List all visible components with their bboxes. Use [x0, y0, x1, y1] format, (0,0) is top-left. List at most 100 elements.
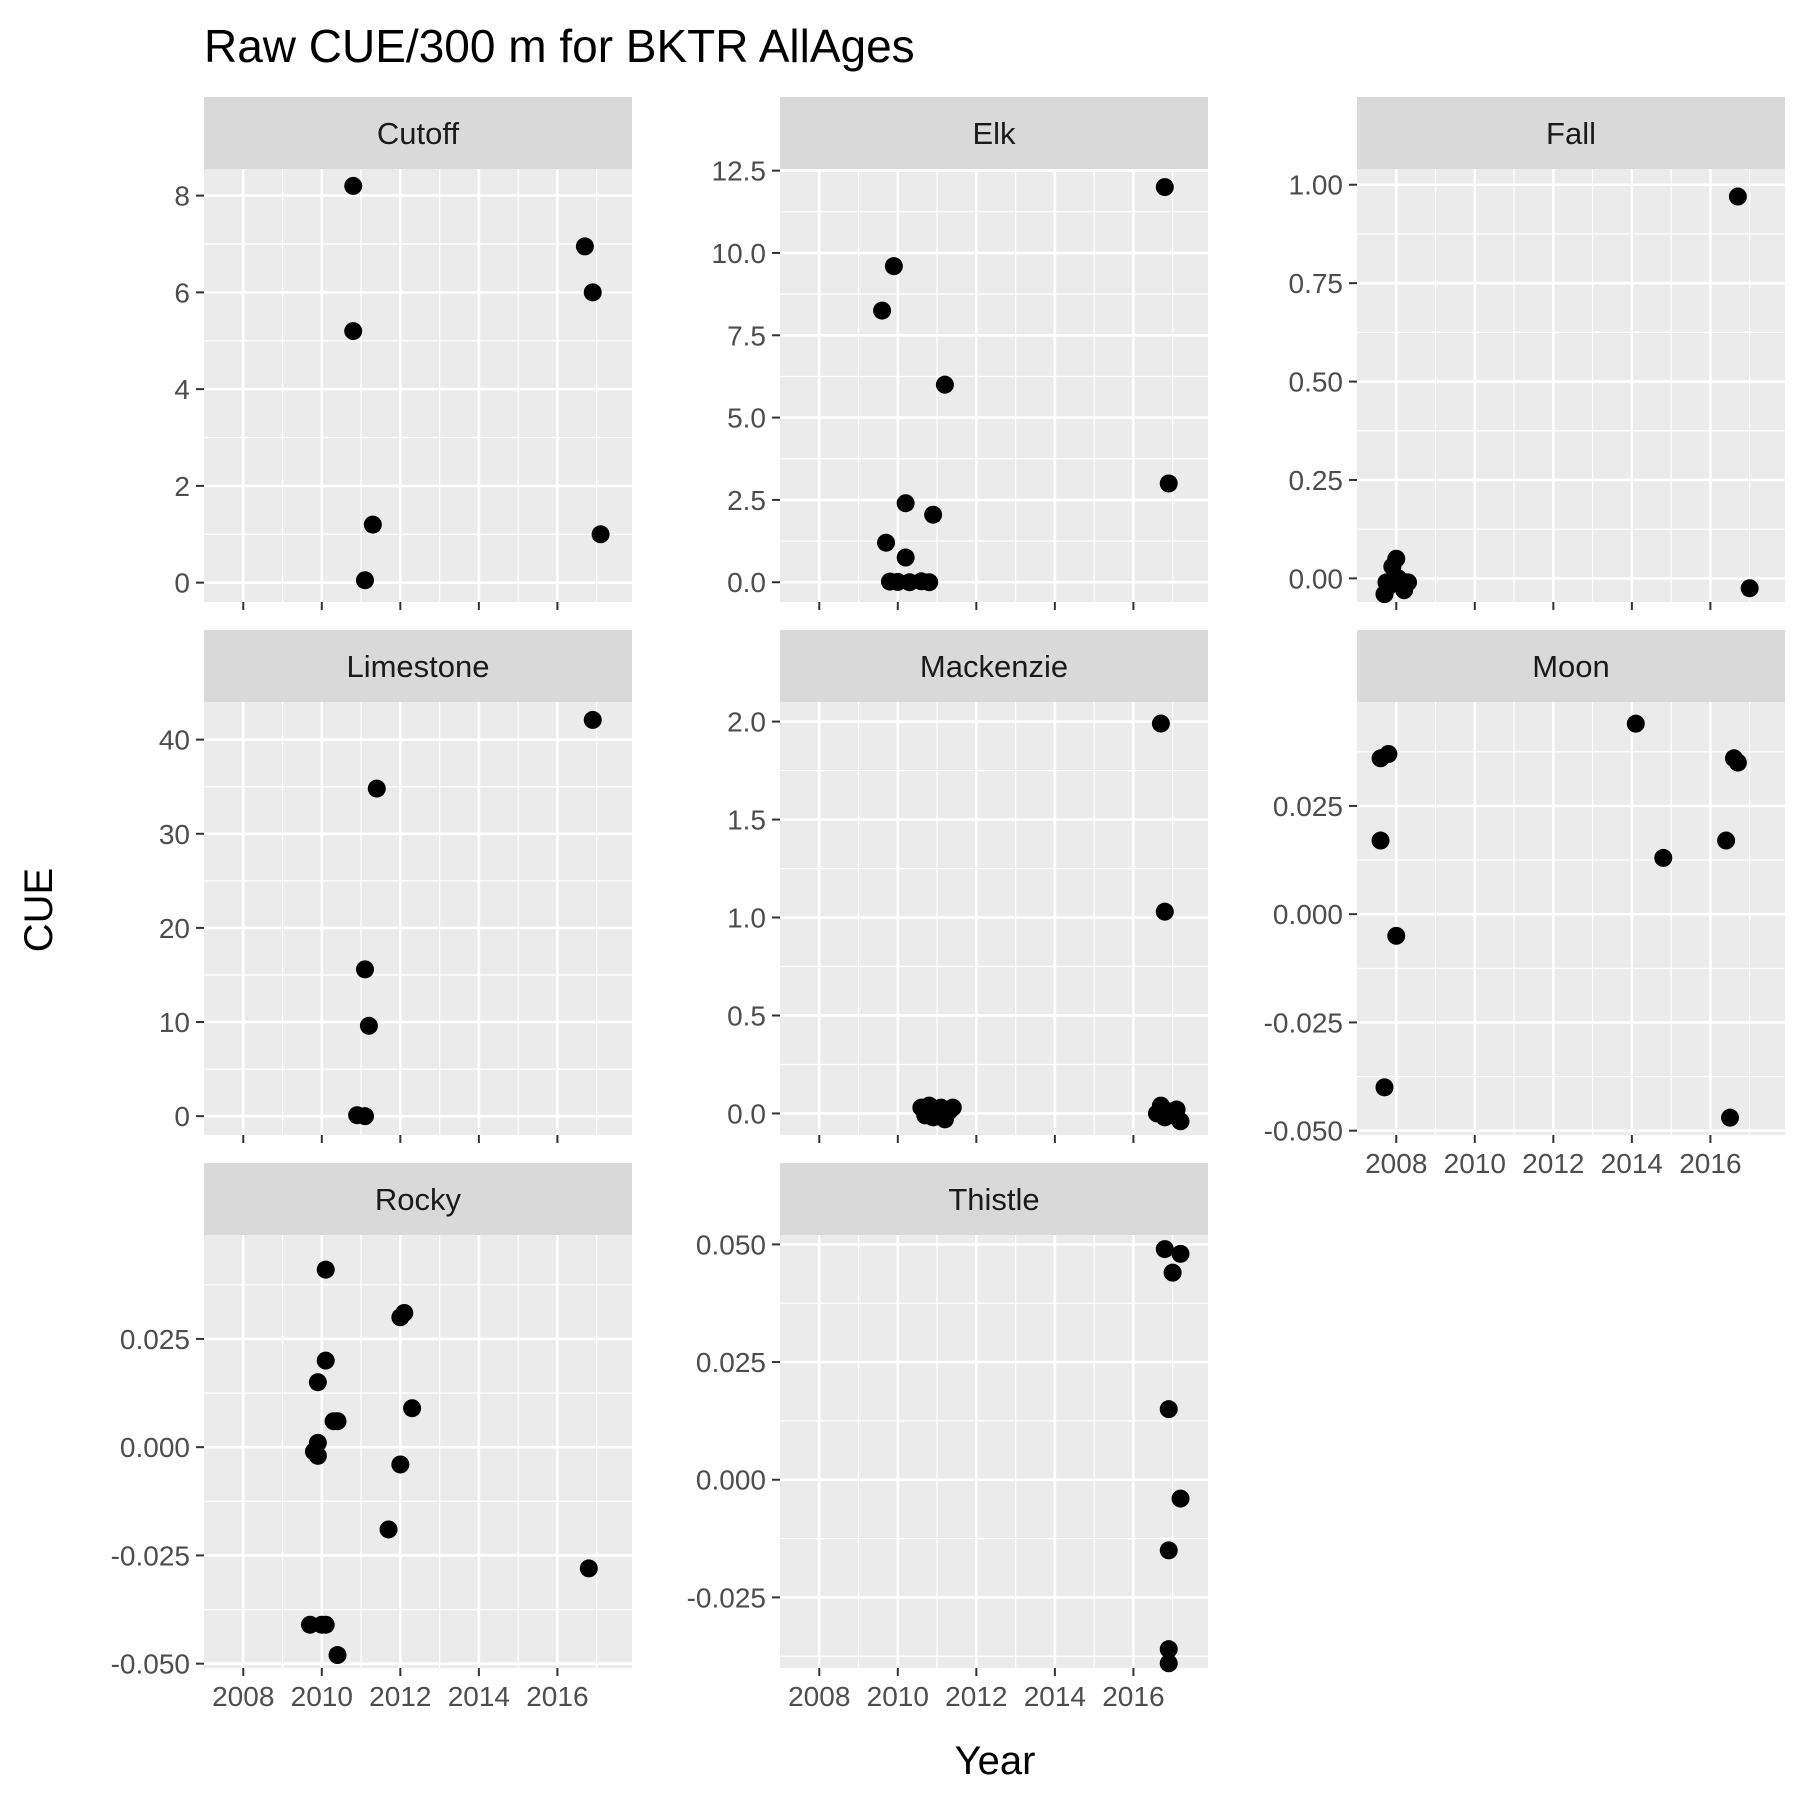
data-point-fall — [1740, 579, 1759, 598]
data-point-mackenzie — [943, 1098, 962, 1117]
data-point-elk — [924, 505, 943, 524]
y-tick-label: 0 — [174, 1101, 190, 1132]
y-tick-label: 0.75 — [1289, 268, 1344, 299]
x-tick-label: 2010 — [1444, 1148, 1506, 1179]
x-tick-label: 2012 — [369, 1681, 431, 1712]
panel-background-elk — [780, 169, 1208, 602]
x-tick-label: 2016 — [1102, 1681, 1164, 1712]
facet-elk: Elk 0.0 2.5 5.0 7.5 10.0 12.5 — [712, 97, 1208, 610]
x-tick-label: 2016 — [1679, 1148, 1741, 1179]
data-point-elk — [935, 375, 954, 394]
y-tick-label: -0.025 — [1264, 1007, 1343, 1038]
facet-label-moon: Moon — [1532, 649, 1610, 684]
data-point-mackenzie — [1151, 714, 1170, 733]
data-point-thistle — [1159, 1400, 1178, 1419]
data-point-moon — [1654, 848, 1673, 867]
data-point-limestone — [359, 1016, 378, 1035]
facet-panels: Cutoff 0 2 4 6 8 Elk 0.0 2.5 5.0 7.5 10.0 12.5 Fall 0.… — [111, 97, 1785, 1712]
data-point-limestone — [355, 1107, 374, 1126]
data-point-elk — [884, 257, 903, 276]
data-point-mackenzie — [1171, 1112, 1190, 1131]
facet-strip-limestone — [204, 630, 632, 702]
y-tick-label: 0.050 — [696, 1229, 766, 1260]
facet-fall: Fall 0.00 0.25 0.50 0.75 1.00 — [1289, 97, 1785, 610]
data-point-rocky — [379, 1520, 398, 1539]
facet-strip-cutoff — [204, 97, 632, 169]
y-tick-label: 20 — [159, 913, 190, 944]
facet-strip-mackenzie — [780, 630, 1208, 702]
y-tick-label: 2.5 — [727, 485, 766, 516]
y-tick-label: 0.00 — [1289, 563, 1344, 594]
y-tick-label: -0.050 — [111, 1649, 190, 1680]
x-tick-label: 2010 — [291, 1681, 353, 1712]
data-point-limestone — [583, 710, 602, 729]
y-tick-label: 0 — [174, 568, 190, 599]
data-point-mackenzie — [1155, 902, 1174, 921]
data-point-elk — [877, 533, 896, 552]
data-point-cutoff — [575, 237, 594, 256]
data-point-rocky — [316, 1260, 335, 1279]
data-point-rocky — [308, 1446, 327, 1465]
x-tick-label: 2008 — [1365, 1148, 1427, 1179]
y-tick-label: 0.50 — [1289, 367, 1344, 398]
data-point-rocky — [328, 1412, 347, 1431]
data-point-cutoff — [355, 571, 374, 590]
y-tick-label: 0.0 — [727, 567, 766, 598]
facet-label-mackenzie: Mackenzie — [920, 649, 1068, 684]
data-point-fall — [1389, 569, 1408, 588]
facet-strip-moon — [1357, 630, 1785, 702]
y-tick-label: 7.5 — [727, 320, 766, 351]
panel-background-moon — [1357, 702, 1785, 1135]
facet-strip-fall — [1357, 97, 1785, 169]
x-tick-label: 2014 — [1601, 1148, 1663, 1179]
facet-strip-thistle — [780, 1163, 1208, 1235]
data-point-rocky — [316, 1615, 335, 1634]
y-tick-label: 0.025 — [696, 1347, 766, 1378]
y-tick-label: 10.0 — [712, 238, 767, 269]
x-tick-label: 2016 — [526, 1681, 588, 1712]
data-point-thistle — [1163, 1263, 1182, 1282]
facet-label-rocky: Rocky — [375, 1182, 462, 1217]
y-tick-label: 5.0 — [727, 403, 766, 434]
panel-background-fall — [1357, 169, 1785, 602]
data-point-moon — [1375, 1078, 1394, 1097]
data-point-rocky — [308, 1373, 327, 1392]
data-point-thistle — [1155, 1240, 1174, 1259]
y-tick-label: 40 — [159, 725, 190, 756]
y-tick-label: 0.000 — [1273, 899, 1343, 930]
facet-thistle: Thistle -0.025 0.000 0.025 0.050 2008 2010 2012… — [687, 1163, 1208, 1712]
y-tick-label: 1.0 — [727, 903, 766, 934]
y-tick-label: 6 — [174, 277, 190, 308]
panel-background-limestone — [204, 702, 632, 1135]
data-point-moon — [1728, 753, 1747, 772]
data-point-moon — [1371, 831, 1390, 850]
y-tick-label: 0.5 — [727, 1000, 766, 1031]
y-tick-label: 1.00 — [1289, 170, 1344, 201]
data-point-cutoff — [344, 322, 363, 341]
facet-label-fall: Fall — [1546, 116, 1596, 151]
facet-label-limestone: Limestone — [346, 649, 489, 684]
facet-label-thistle: Thistle — [948, 1182, 1039, 1217]
data-point-moon — [1387, 926, 1406, 945]
x-tick-label: 2012 — [945, 1681, 1007, 1712]
x-tick-label: 2010 — [867, 1681, 929, 1712]
data-point-rocky — [328, 1646, 347, 1665]
facet-label-cutoff: Cutoff — [377, 116, 460, 151]
data-point-thistle — [1171, 1489, 1190, 1508]
data-point-cutoff — [591, 525, 610, 544]
data-point-moon — [1379, 744, 1398, 763]
panel-background-thistle — [780, 1235, 1208, 1668]
facet-moon: Moon -0.050 -0.025 0.000 0.025 2008 2010 2012 20… — [1264, 630, 1785, 1179]
data-point-cutoff — [344, 176, 363, 195]
x-axis-title: Year — [955, 1739, 1036, 1783]
data-point-elk — [896, 548, 915, 567]
panel-background-rocky — [204, 1235, 632, 1668]
y-tick-label: 0.025 — [120, 1324, 190, 1355]
y-tick-label: 2 — [174, 471, 190, 502]
facet-rocky: Rocky -0.050 -0.025 0.000 0.025 2008 2010 2012 2… — [111, 1163, 632, 1712]
facet-mackenzie: Mackenzie 0.0 0.5 1.0 1.5 2.0 — [727, 630, 1208, 1143]
data-point-limestone — [355, 960, 374, 979]
y-tick-label: 0.025 — [1273, 791, 1343, 822]
facet-label-elk: Elk — [972, 116, 1016, 151]
